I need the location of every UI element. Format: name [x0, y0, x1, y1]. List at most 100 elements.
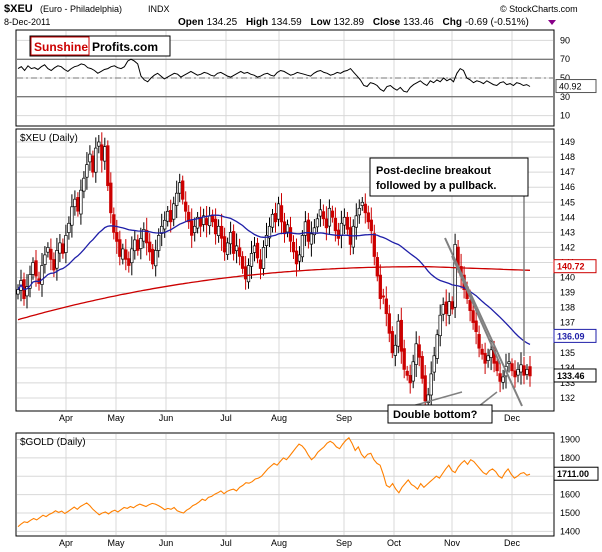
month-label: Nov: [444, 538, 461, 548]
candle-body: [279, 205, 284, 223]
candle-body: [414, 343, 418, 365]
candle-body: [306, 219, 311, 242]
candle-body: [357, 207, 361, 216]
candle-body: [294, 250, 299, 265]
low-value: 132.89: [334, 17, 365, 28]
candle-body: [471, 310, 475, 323]
month-label: Dec: [504, 413, 521, 423]
ma200-value-tag-text: 140.72: [557, 262, 585, 272]
rsi-tick-label: 70: [560, 54, 570, 64]
xeu-panel-label: $XEU (Daily): [20, 133, 78, 144]
high-value: 134.59: [271, 17, 302, 28]
candle-body: [61, 243, 65, 254]
gold-value-tag: [553, 466, 599, 481]
xeu-tick-label: 138: [560, 303, 575, 313]
candle-body: [297, 254, 302, 262]
candle-body: [166, 210, 170, 222]
candle-body: [88, 153, 92, 163]
chg-label: Chg: [443, 17, 462, 28]
xeu-tick-label: 147: [560, 167, 575, 177]
rsi-tick-label: 50: [560, 73, 570, 83]
candle-body: [351, 225, 355, 248]
candle-body: [303, 221, 308, 236]
candle-body: [154, 250, 158, 267]
candle-body: [136, 239, 140, 251]
candle-body: [73, 198, 77, 208]
open-label: Open: [178, 17, 204, 28]
last-close-value-tag-text: 133.46: [557, 371, 585, 381]
candle-body: [97, 141, 101, 147]
candle-body: [115, 232, 119, 242]
candle-body: [190, 220, 194, 236]
gold-tick-label: 1500: [560, 508, 580, 518]
candle-body: [264, 235, 269, 246]
rsi-line: [17, 58, 531, 93]
candle-body: [246, 265, 251, 283]
candle-body: [195, 216, 200, 229]
low-label: Low: [311, 17, 331, 28]
candle-body: [399, 319, 403, 352]
month-label: Sep: [336, 413, 352, 423]
candle-body: [79, 189, 83, 215]
candle-body: [366, 212, 370, 223]
candle-body: [384, 298, 388, 315]
exchange: INDX: [148, 4, 170, 14]
xeu-tick-label: 135: [560, 348, 575, 358]
candle-body: [441, 304, 445, 315]
candle-body: [249, 253, 254, 267]
xeu-plot: [16, 132, 532, 412]
candle-body: [157, 235, 161, 251]
candle-body: [85, 164, 89, 178]
candle-body: [423, 375, 427, 402]
chart-date: 8-Dec-2011: [4, 17, 50, 27]
candle-body: [106, 145, 110, 187]
candle-body: [43, 254, 47, 265]
candle-body: [178, 182, 182, 194]
candle-body: [172, 203, 176, 220]
candle-body: [76, 197, 80, 212]
candle-body: [169, 210, 173, 223]
candle-body: [201, 215, 206, 225]
candle-body: [336, 229, 341, 239]
gold-tick-label: 1600: [560, 490, 580, 500]
candle-body: [333, 217, 338, 232]
candle-body: [133, 239, 137, 252]
breakout-annotation-line2: followed by a pullback.: [376, 180, 496, 192]
candle-body: [163, 219, 167, 230]
candle-body: [519, 364, 523, 373]
candle-body: [435, 334, 439, 359]
month-label: Dec: [504, 538, 521, 548]
candle-body: [193, 225, 197, 233]
high-label: High: [246, 17, 268, 28]
candle-body: [109, 182, 113, 214]
candle-body: [64, 235, 68, 253]
candle-body: [330, 210, 335, 218]
candle-body: [243, 266, 248, 280]
xeu-tick-label: 148: [560, 152, 575, 162]
candle-body: [447, 301, 451, 316]
candle-body: [480, 348, 484, 355]
gold-panel-frame: [15, 432, 555, 537]
candle-body: [453, 244, 457, 308]
candle-body: [187, 211, 191, 223]
candle-body: [219, 225, 224, 239]
candle-body: [148, 241, 152, 253]
candle-body: [67, 222, 71, 233]
ohlc-readout: Open 134.25 High 134.59 Low 132.89 Close 133…: [178, 17, 529, 28]
candle-body: [216, 225, 221, 236]
candle-body: [309, 233, 314, 245]
candle-body: [288, 227, 293, 242]
candle-body: [46, 247, 50, 253]
candle-body: [198, 216, 203, 227]
candle-body: [390, 331, 394, 354]
candle-body: [432, 355, 436, 373]
candle-body: [28, 274, 32, 289]
candle-body: [91, 155, 95, 173]
month-label: Sep: [336, 538, 352, 548]
ma50-line: [17, 214, 531, 345]
candle-body: [261, 247, 266, 269]
candle-body: [381, 295, 385, 298]
candle-body: [495, 361, 499, 372]
candle-body: [525, 369, 529, 375]
trendline-upper: [444, 237, 523, 407]
